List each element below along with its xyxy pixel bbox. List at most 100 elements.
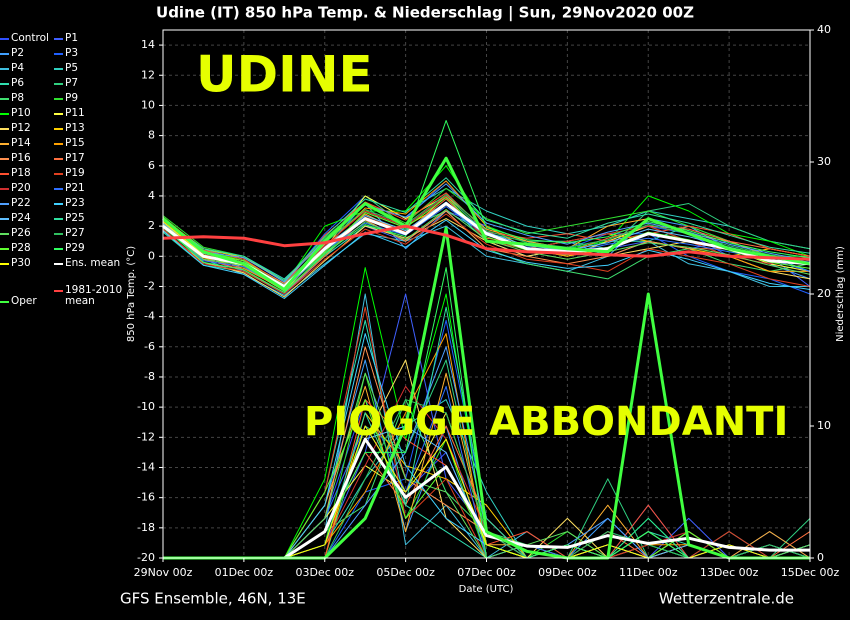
legend-swatch xyxy=(54,233,63,235)
legend-item: P13 xyxy=(54,123,85,134)
temp-line xyxy=(162,202,811,288)
legend-swatch xyxy=(54,203,63,205)
legend-item: P9 xyxy=(54,93,78,104)
legend-label: P1 xyxy=(65,32,79,44)
y-tick-label: -18 xyxy=(137,521,155,534)
y-tick-label: -14 xyxy=(137,460,155,473)
legend-swatch xyxy=(54,98,63,100)
legend-swatch xyxy=(54,263,63,265)
y-tick-label: -6 xyxy=(144,340,155,353)
temp-line xyxy=(162,224,811,261)
legend-swatch xyxy=(0,263,9,265)
y-tick-label: 0 xyxy=(148,249,155,262)
legend-label: P7 xyxy=(65,77,79,89)
legend-swatch xyxy=(0,218,9,220)
legend-item: Oper xyxy=(0,294,37,307)
y2-tick-label: 10 xyxy=(817,419,831,432)
legend-label: P28 xyxy=(11,242,31,254)
x-tick-label: 01Dec 00z xyxy=(215,566,274,579)
y-tick-label: -2 xyxy=(144,279,155,292)
x-tick-label: 05Dec 00z xyxy=(376,566,435,579)
temp-line xyxy=(162,187,811,280)
legend-swatch xyxy=(0,68,9,70)
legend-item: P19 xyxy=(54,168,85,179)
x-tick-label: 11Dec 00z xyxy=(619,566,678,579)
legend-swatch xyxy=(54,38,63,40)
legend-swatch xyxy=(54,53,63,55)
legend-label: P10 xyxy=(11,107,31,119)
legend-item: P23 xyxy=(54,198,85,209)
legend-item: Ens. mean xyxy=(54,258,120,269)
legend-label: P21 xyxy=(65,182,85,194)
legend-item: P26 xyxy=(0,228,31,239)
legend-label: P4 xyxy=(11,62,25,74)
legend-swatch xyxy=(54,290,63,292)
legend-swatch xyxy=(0,83,9,85)
legend-swatch xyxy=(54,173,63,175)
legend-item: P11 xyxy=(54,108,85,119)
chart-title: Udine (IT) 850 hPa Temp. & Niederschlag … xyxy=(156,4,694,23)
legend-swatch xyxy=(54,83,63,85)
legend-item: P22 xyxy=(0,198,31,209)
legend-label: 1981-2010 mean xyxy=(65,284,123,307)
legend-label: P15 xyxy=(65,137,85,149)
legend-label: P6 xyxy=(11,77,25,89)
legend-item: P7 xyxy=(54,78,78,89)
legend-item: P17 xyxy=(54,153,85,164)
legend-swatch xyxy=(0,300,9,303)
legend-item: P29 xyxy=(54,243,85,254)
legend-item: P15 xyxy=(54,138,85,149)
legend-item: P28 xyxy=(0,243,31,254)
legend-item: P20 xyxy=(0,183,31,194)
legend-label: P5 xyxy=(65,62,79,74)
legend-item: P10 xyxy=(0,108,31,119)
temp-line xyxy=(162,156,811,291)
y-tick-label: -8 xyxy=(144,370,155,383)
legend-swatch xyxy=(54,68,63,70)
legend-label: P22 xyxy=(11,197,31,209)
legend-swatch xyxy=(54,248,63,250)
y-tick-label: -16 xyxy=(137,491,155,504)
legend-swatch xyxy=(54,158,63,160)
legend-item: P14 xyxy=(0,138,31,149)
legend-swatch xyxy=(0,143,9,145)
legend-label: P12 xyxy=(11,122,31,134)
y-tick-label: 14 xyxy=(141,38,155,51)
y-tick-label: -20 xyxy=(137,551,155,564)
legend-label: P2 xyxy=(11,47,25,59)
y-tick-label: 2 xyxy=(148,219,155,232)
legend-swatch xyxy=(0,203,9,205)
legend-swatch xyxy=(0,98,9,100)
y2-tick-label: 30 xyxy=(817,155,831,168)
legend-label: P27 xyxy=(65,227,85,239)
legend-label: Oper xyxy=(11,294,37,307)
legend-swatch xyxy=(54,143,63,145)
x-tick-label: 07Dec 00z xyxy=(457,566,516,579)
legend-swatch xyxy=(54,113,63,115)
x-tick-label: 03Dec 00z xyxy=(295,566,354,579)
y-tick-label: 4 xyxy=(148,189,155,202)
legend-label: Ens. mean xyxy=(65,257,121,269)
legend-swatch xyxy=(54,128,63,130)
legend-item: P16 xyxy=(0,153,31,164)
legend-label: P18 xyxy=(11,167,31,179)
legend-swatch xyxy=(54,188,63,190)
legend-item: P25 xyxy=(54,213,85,224)
legend-label: P8 xyxy=(11,92,25,104)
legend-label: P3 xyxy=(65,47,79,59)
y-tick-label: 8 xyxy=(148,129,155,142)
temp-line xyxy=(162,177,811,281)
x-tick-label: 13Dec 00z xyxy=(700,566,759,579)
legend-swatch xyxy=(0,173,9,175)
legend-label: P26 xyxy=(11,227,31,239)
y-tick-label: -4 xyxy=(144,310,155,323)
legend-label: P11 xyxy=(65,107,85,119)
legend-label: P17 xyxy=(65,152,85,164)
legend-item: P3 xyxy=(54,48,78,59)
legend-swatch xyxy=(0,38,9,40)
temp-line xyxy=(162,213,811,295)
legend-label: P20 xyxy=(11,182,31,194)
temp-line xyxy=(162,219,811,299)
legend-swatch xyxy=(0,158,9,160)
